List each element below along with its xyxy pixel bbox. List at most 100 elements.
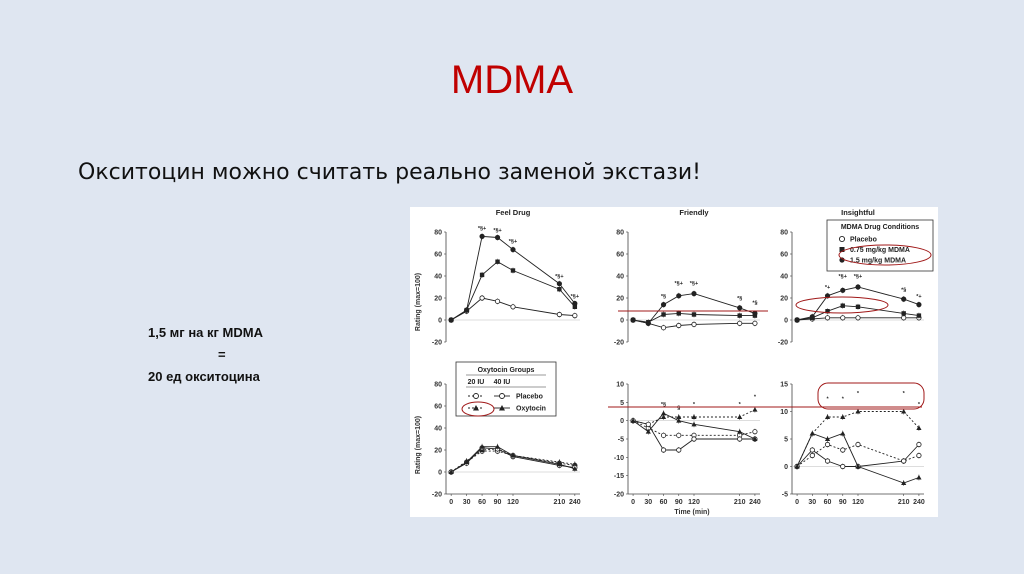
significance-label: * (826, 397, 829, 403)
x-tick-label: 210 (734, 499, 746, 506)
data-point (691, 436, 697, 442)
chart-title: Feel Drug (496, 208, 531, 217)
data-point (840, 303, 845, 308)
data-point (916, 452, 922, 459)
data-point (510, 268, 516, 273)
data-point (479, 295, 485, 301)
data-point (824, 441, 831, 448)
legend-placebo-marker (838, 235, 846, 243)
data-point (510, 246, 516, 253)
data-point (660, 302, 667, 308)
data-point (737, 320, 743, 326)
y-tick-label: 0 (784, 464, 788, 471)
legend-oxy-row2: Oxytocin (516, 406, 546, 413)
data-point (855, 441, 861, 448)
legend-high-dose-marker (839, 257, 845, 263)
y-tick-label: 80 (616, 230, 624, 237)
data-point (660, 432, 667, 438)
data-point (691, 414, 697, 419)
data-point (855, 463, 861, 469)
data-point (840, 430, 846, 436)
x-tick-label: 30 (463, 499, 471, 506)
y-tick-label: 0 (620, 318, 624, 325)
data-point (645, 429, 651, 434)
significance-label: * (903, 391, 906, 397)
significance-label: *§ (737, 296, 742, 302)
y-tick-label: -5 (782, 492, 788, 499)
data-point (737, 313, 742, 318)
data-point (824, 414, 831, 419)
significance-label: *§+ (690, 281, 698, 287)
y-tick-label: 10 (780, 409, 788, 416)
data-point (901, 480, 907, 485)
insightful-oxytocin-highlight (817, 382, 925, 410)
data-point (752, 436, 758, 441)
data-point (916, 474, 922, 480)
data-point (824, 458, 831, 464)
chart-panel-2: -20 0 20 40 60 80 Friendly *§ *§+ *§+ *§ *§ (614, 208, 760, 347)
x-tick-label: 210 (898, 499, 910, 506)
data-point (495, 259, 500, 264)
series-line (450, 447, 575, 473)
data-point (901, 296, 907, 302)
data-point (824, 315, 831, 321)
data-point (676, 293, 682, 299)
x-tick-label: 120 (507, 499, 519, 506)
x-tick-label: 240 (749, 499, 761, 506)
significance-label: *§ (752, 301, 757, 307)
data-point (840, 414, 846, 419)
data-point (737, 414, 743, 419)
data-point (556, 461, 562, 467)
data-point (660, 410, 667, 416)
data-point (916, 441, 922, 448)
dose-note-line-3: 20 ед окситоцина (148, 369, 260, 384)
y-tick-label: 80 (434, 382, 442, 389)
y-tick-label: 40 (616, 274, 624, 281)
significance-label: *§+ (839, 274, 847, 280)
significance-label: *§+ (675, 281, 683, 287)
data-point (809, 430, 815, 436)
y-tick-label: 60 (616, 252, 624, 259)
significance-label: *§ (901, 287, 906, 293)
chart-panel-1: -20 0 20 40 60 80 Feel Drug *§+ *§+ *§+ *§+ *§+ (432, 208, 580, 347)
data-point (825, 309, 830, 314)
x-tick-label: 30 (808, 499, 816, 506)
y-tick-label: -15 (614, 473, 624, 480)
data-point (448, 317, 454, 323)
data-point (556, 281, 562, 287)
dose-note-line-1: 1,5 мг на кг MDMA (148, 325, 263, 340)
dose-note: 1,5 мг на кг MDMA = 20 ед окситоцина (148, 322, 328, 388)
y-tick-label: 0 (784, 318, 788, 325)
significance-label: * (693, 402, 696, 408)
data-point (464, 459, 470, 465)
xlabel: Time (min) (674, 509, 709, 516)
data-point (676, 447, 682, 453)
data-point (676, 418, 682, 423)
data-point (660, 447, 667, 453)
data-point (824, 436, 831, 441)
x-tick-label: 0 (631, 499, 635, 506)
legend-20iu-placebo-marker (473, 393, 479, 399)
data-point (660, 414, 667, 419)
ylabel-top: Rating (max=100) (415, 273, 422, 331)
data-point (691, 421, 697, 427)
data-point (557, 287, 562, 292)
data-point (809, 314, 815, 320)
y-tick-label: -20 (432, 492, 442, 499)
data-point (855, 408, 861, 414)
y-tick-label: 20 (616, 296, 624, 303)
data-point (737, 436, 743, 442)
significance-label: *§+ (555, 274, 563, 280)
x-tick-label: 120 (852, 499, 864, 506)
data-point (572, 304, 578, 309)
data-point (901, 408, 907, 414)
data-point (855, 304, 861, 309)
data-point (794, 463, 800, 469)
y-tick-label: -10 (614, 455, 624, 462)
data-point (661, 312, 666, 317)
significance-label: * (918, 402, 921, 408)
data-point (479, 233, 485, 239)
data-point (794, 317, 800, 323)
legend-mdma-item-2: 0.75 mg/kg MDMA (850, 247, 910, 254)
data-point (676, 311, 681, 316)
